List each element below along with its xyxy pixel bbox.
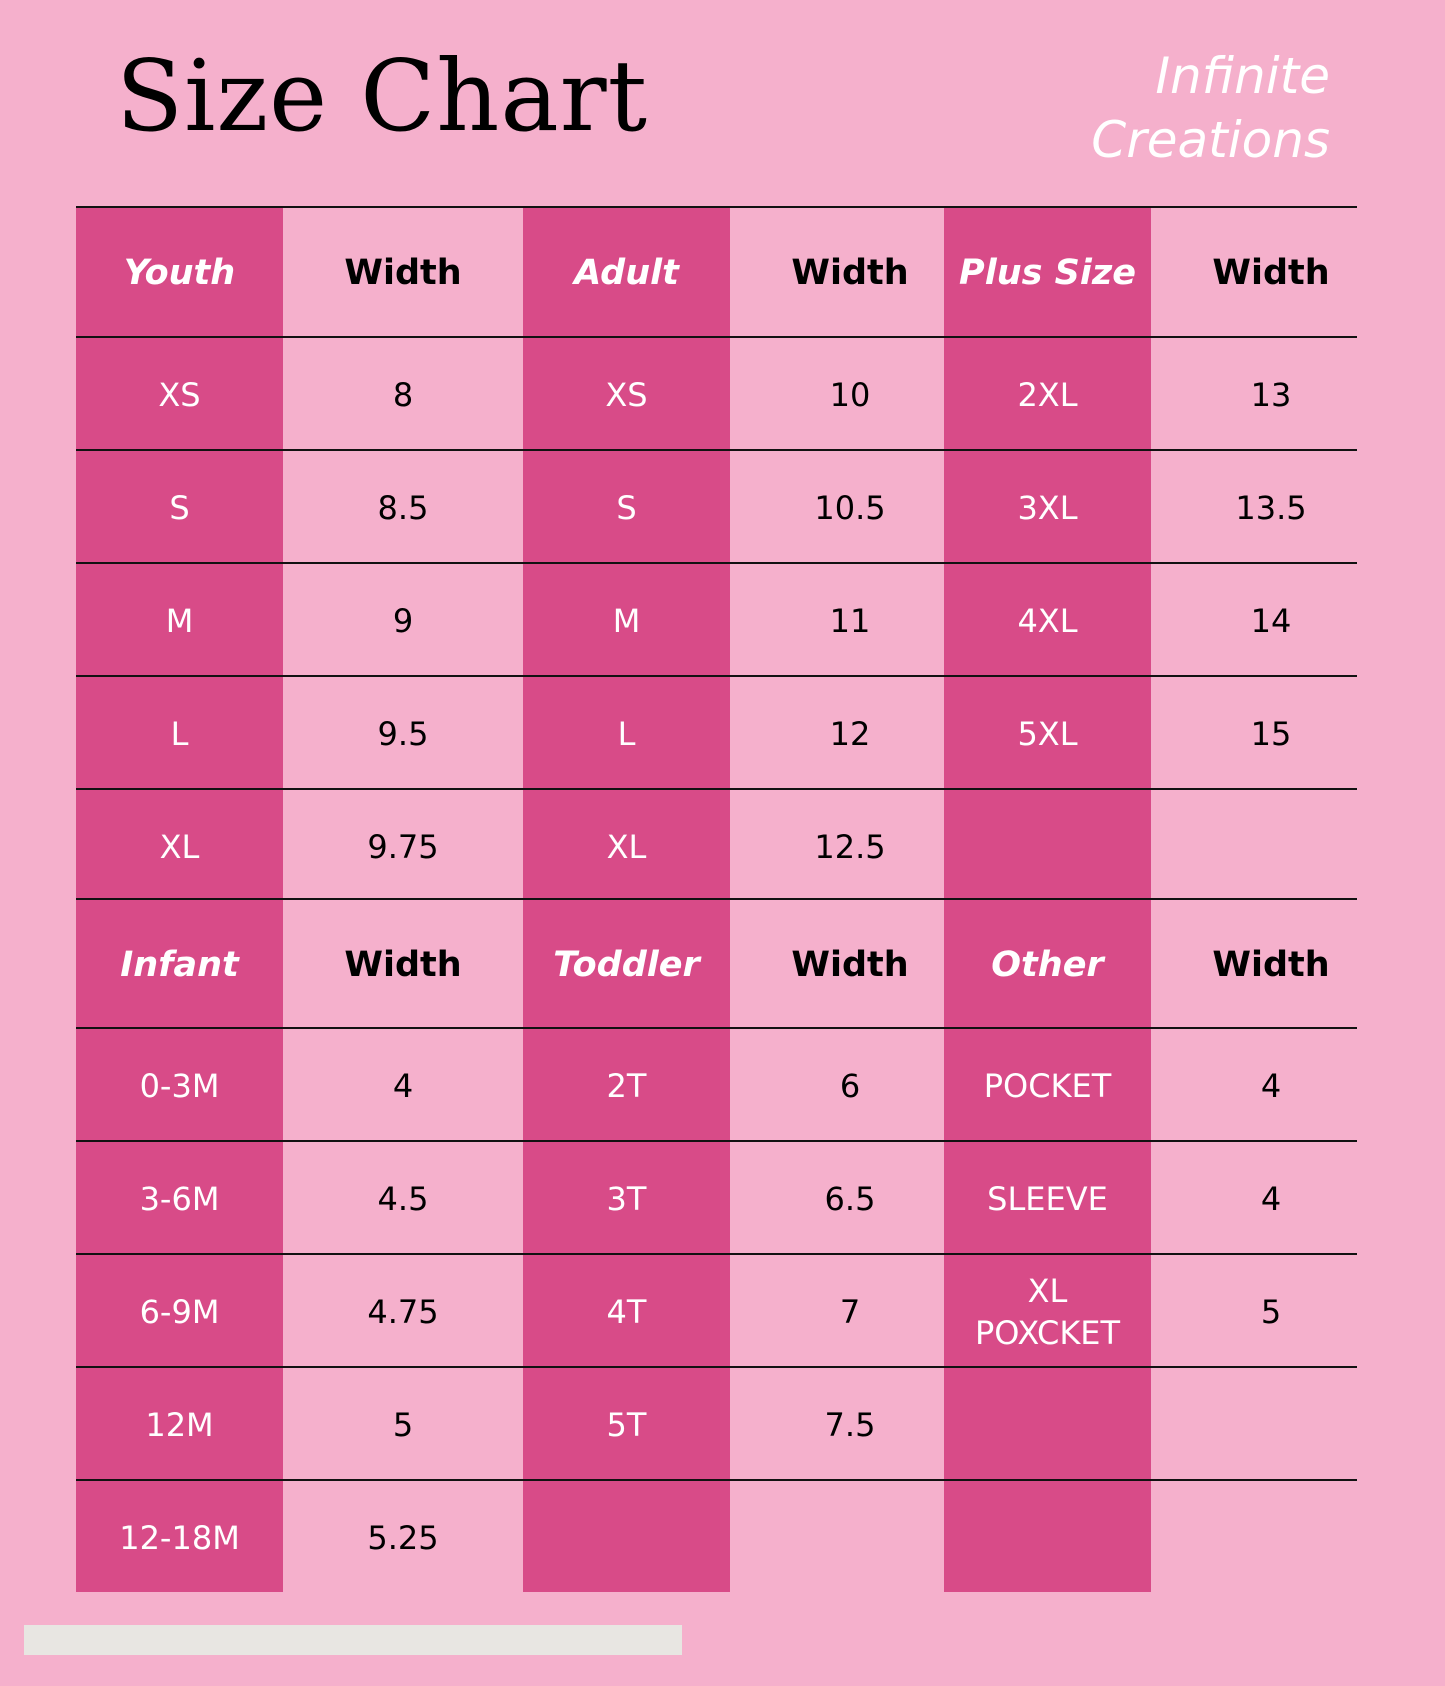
width-cell: 10: [829, 375, 871, 414]
width-cell: 7.5: [824, 1405, 876, 1444]
size-cell: L: [617, 714, 636, 753]
size-column-band: [523, 206, 730, 901]
width-cell: 9.5: [377, 714, 429, 753]
width-cell: 4.75: [367, 1292, 439, 1331]
width-cell: 4: [1260, 1066, 1282, 1105]
width-cell: 5: [1260, 1292, 1282, 1331]
size-cell: XS: [605, 375, 648, 414]
category-header: Infant: [120, 944, 239, 985]
size-cell: 2T: [606, 1066, 647, 1105]
width-cell: 13: [1250, 375, 1292, 414]
width-cell: 4.5: [377, 1179, 429, 1218]
size-cell: [523, 1481, 730, 1594]
width-header: Width: [791, 944, 909, 985]
size-cell: 12M: [145, 1405, 214, 1444]
category-header: Youth: [123, 253, 236, 293]
size-cell: M: [612, 601, 641, 640]
width-cell: 10.5: [814, 488, 886, 527]
table-row: L 9.5 L 12 5XL 15: [76, 675, 1357, 790]
table-header-row: Youth Width Adult Width Plus Size Width: [76, 206, 1357, 338]
size-cell: 4T: [606, 1292, 647, 1331]
width-cell: 11: [829, 601, 871, 640]
width-cell: 4: [392, 1066, 414, 1105]
width-cell: [1151, 1481, 1391, 1594]
size-cell: SLEEVE: [987, 1179, 1108, 1218]
size-cell: 3XL: [1017, 488, 1078, 527]
width-cell: 8.5: [377, 488, 429, 527]
size-cell: XS: [158, 375, 201, 414]
size-cell: POCKET: [983, 1066, 1112, 1105]
size-cell: 4XL: [1017, 601, 1078, 640]
size-column-band: [944, 898, 1151, 1592]
width-cell: 8: [392, 375, 414, 414]
table-row: 3-6M 4.5 3T 6.5 SLEEVE 4: [76, 1140, 1357, 1255]
width-cell: 15: [1250, 714, 1292, 753]
size-cell: L: [170, 714, 189, 753]
size-cell: 3T: [606, 1179, 647, 1218]
width-cell: 6: [839, 1066, 861, 1105]
width-cell: 13.5: [1235, 488, 1307, 527]
size-cell: [944, 1368, 1151, 1481]
table-row: M 9 M 11 4XL 14: [76, 562, 1357, 677]
width-cell: 9: [392, 601, 414, 640]
size-column-band: [523, 898, 730, 1592]
size-column-band: [76, 206, 283, 901]
size-cell: M: [165, 601, 194, 640]
size-cell: 0-3M: [139, 1066, 220, 1105]
size-cell: XL: [159, 827, 200, 866]
page-title: Size Chart: [116, 40, 649, 154]
size-cell: 3-6M: [139, 1179, 220, 1218]
width-cell: [1151, 1368, 1391, 1481]
width-cell: [1151, 790, 1391, 903]
size-cell: 6-9M: [139, 1292, 220, 1331]
width-header: Width: [791, 253, 909, 293]
table-row: 12-18M 5.25: [76, 1479, 1357, 1594]
size-cell: XL: [606, 827, 647, 866]
size-cell: XL POXCKET: [974, 1271, 1121, 1352]
table-row: XS 8 XS 10 2XL 13: [76, 336, 1357, 451]
size-cell: [944, 1481, 1151, 1594]
width-cell: 14: [1250, 601, 1292, 640]
footer-bar: [24, 1625, 682, 1655]
size-cell: [944, 790, 1151, 903]
width-header: Width: [344, 253, 462, 293]
table-row: S 8.5 S 10.5 3XL 13.5: [76, 449, 1357, 564]
width-cell: 12: [829, 714, 871, 753]
width-cell: [730, 1481, 970, 1594]
size-section: Infant Width Toddler Width Other Width 0-3M 4 2T…: [76, 898, 1357, 1592]
category-header: Other: [991, 944, 1104, 985]
brand-line-2: Creations: [1091, 111, 1330, 169]
width-header: Width: [1212, 253, 1330, 293]
brand-name: Infinite Creations: [1091, 44, 1330, 172]
width-cell: 9.75: [367, 827, 439, 866]
table-row: 12M 5 5T 7.5: [76, 1366, 1357, 1481]
width-cell: 4: [1260, 1179, 1282, 1218]
size-column-band: [76, 898, 283, 1592]
width-cell: 5.25: [367, 1518, 439, 1557]
size-section: Youth Width Adult Width Plus Size Width XS 8 XS 1…: [76, 206, 1357, 901]
table-row: 6-9M 4.75 4T 7 XL POXCKET 5: [76, 1253, 1357, 1368]
category-header: Toddler: [553, 944, 700, 985]
width-cell: 6.5: [824, 1179, 876, 1218]
table-header-row: Infant Width Toddler Width Other Width: [76, 898, 1357, 1029]
size-cell: S: [616, 488, 637, 527]
size-cell: 12-18M: [119, 1518, 240, 1557]
size-cell: 5XL: [1017, 714, 1078, 753]
size-cell: 2XL: [1017, 375, 1078, 414]
width-cell: 7: [839, 1292, 861, 1331]
width-header: Width: [344, 944, 462, 985]
width-cell: 5: [392, 1405, 414, 1444]
table-row: XL 9.75 XL 12.5: [76, 788, 1357, 903]
size-cell: 5T: [606, 1405, 647, 1444]
size-cell: S: [169, 488, 190, 527]
width-cell: 12.5: [814, 827, 886, 866]
category-header: Adult: [574, 253, 679, 293]
category-header: Plus Size: [959, 253, 1136, 293]
width-header: Width: [1212, 944, 1330, 985]
brand-line-1: Infinite: [1155, 47, 1330, 105]
table-row: 0-3M 4 2T 6 POCKET 4: [76, 1027, 1357, 1142]
size-column-band: [944, 206, 1151, 901]
